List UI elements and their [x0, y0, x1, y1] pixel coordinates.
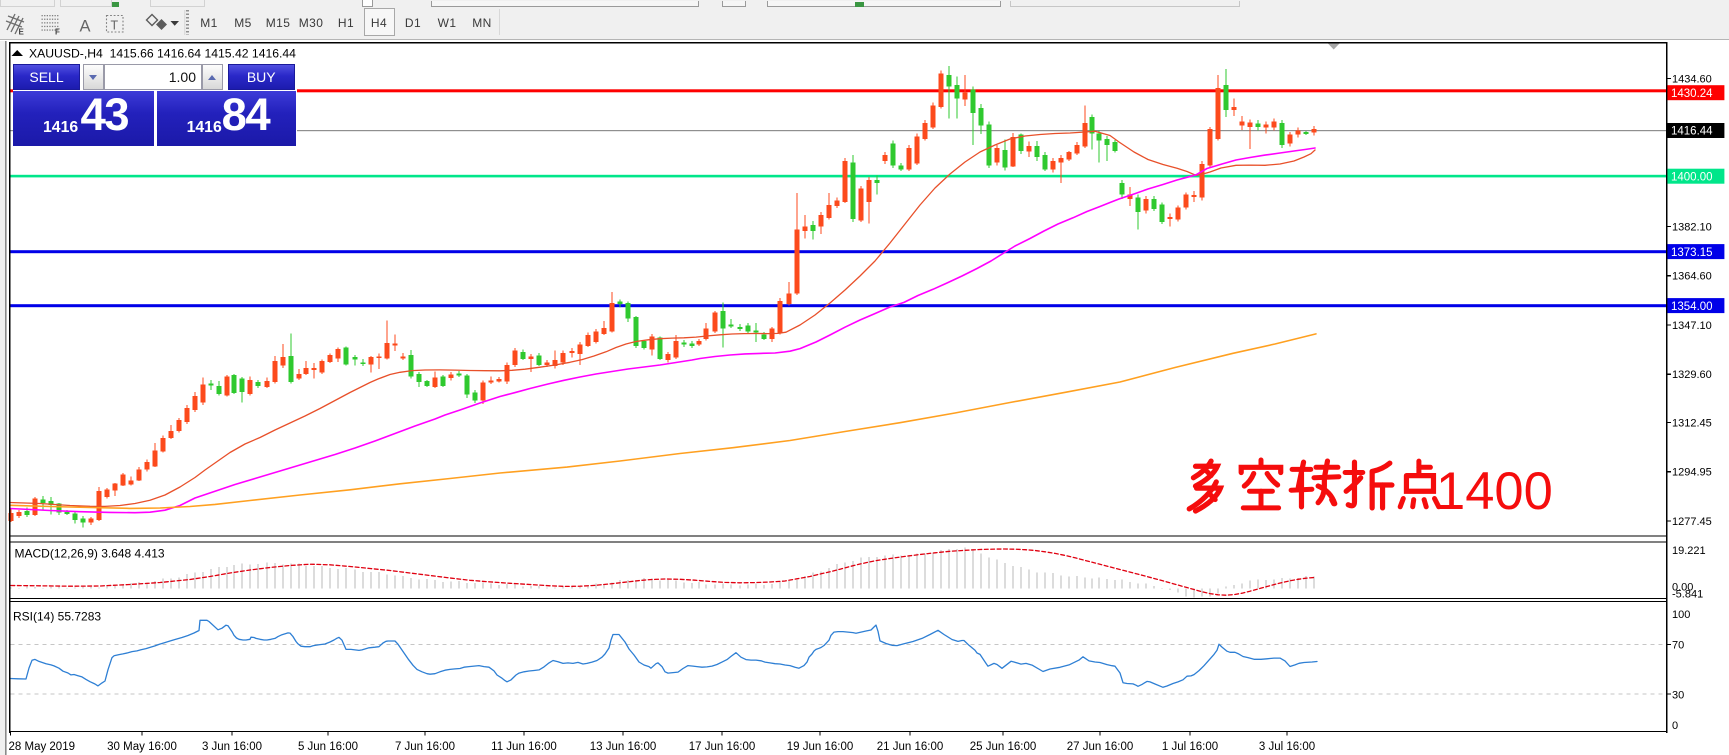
- svg-text:25 Jun 16:00: 25 Jun 16:00: [970, 741, 1037, 753]
- svg-text:3 Jun 16:00: 3 Jun 16:00: [202, 741, 262, 753]
- svg-text:1277.45: 1277.45: [1672, 516, 1712, 528]
- svg-text:A: A: [80, 18, 91, 36]
- svg-text:1294.95: 1294.95: [1672, 467, 1712, 479]
- svg-text:1400.00: 1400.00: [1671, 171, 1713, 183]
- svg-text:21 Jun 16:00: 21 Jun 16:00: [877, 741, 944, 753]
- svg-text:1382.10: 1382.10: [1672, 221, 1712, 233]
- svg-text:30: 30: [1672, 690, 1684, 702]
- svg-text:E: E: [19, 28, 25, 37]
- svg-text:17 Jun 16:00: 17 Jun 16:00: [689, 741, 756, 753]
- svg-text:100: 100: [1672, 609, 1690, 621]
- svg-text:1434.60: 1434.60: [1672, 74, 1712, 86]
- svg-text:0.00: 0.00: [1672, 582, 1693, 594]
- svg-text:30 May 16:00: 30 May 16:00: [107, 741, 177, 753]
- svg-text:1312.45: 1312.45: [1672, 418, 1712, 430]
- svg-text:-5.841: -5.841: [1672, 588, 1703, 600]
- svg-text:1364.60: 1364.60: [1672, 271, 1712, 283]
- svg-text:T: T: [111, 19, 119, 33]
- svg-text:19.221: 19.221: [1672, 545, 1706, 557]
- svg-text:11 Jun 16:00: 11 Jun 16:00: [491, 741, 557, 753]
- svg-text:1430.24: 1430.24: [1671, 88, 1713, 100]
- svg-text:70: 70: [1672, 640, 1684, 652]
- svg-text:27 Jun 16:00: 27 Jun 16:00: [1067, 741, 1134, 753]
- svg-text:XAUUSD-,H4 1415.66 1416.64 14: XAUUSD-,H4 1415.66 1416.64 1415.42 1416.…: [29, 47, 296, 61]
- svg-text:19 Jun 16:00: 19 Jun 16:00: [787, 741, 854, 753]
- svg-text:0: 0: [1672, 720, 1678, 732]
- svg-text:1400: 1400: [1436, 462, 1553, 521]
- svg-text:28 May 2019: 28 May 2019: [9, 741, 76, 753]
- svg-text:3 Jul 16:00: 3 Jul 16:00: [1259, 741, 1315, 753]
- svg-text:1416.44: 1416.44: [1671, 126, 1713, 138]
- svg-text:RSI(14) 55.7283: RSI(14) 55.7283: [13, 610, 101, 624]
- svg-text:1373.15: 1373.15: [1671, 247, 1713, 259]
- svg-text:1329.60: 1329.60: [1672, 369, 1712, 381]
- svg-text:1 Jul 16:00: 1 Jul 16:00: [1162, 741, 1218, 753]
- svg-text:MACD(12,26,9) 3.648 4.413: MACD(12,26,9) 3.648 4.413: [15, 547, 165, 561]
- svg-text:F: F: [55, 28, 60, 37]
- svg-text:5 Jun 16:00: 5 Jun 16:00: [298, 741, 358, 753]
- svg-text:1347.10: 1347.10: [1672, 320, 1712, 332]
- svg-text:13 Jun 16:00: 13 Jun 16:00: [590, 741, 657, 753]
- svg-text:7 Jun 16:00: 7 Jun 16:00: [395, 741, 455, 753]
- svg-text:1354.00: 1354.00: [1671, 301, 1713, 313]
